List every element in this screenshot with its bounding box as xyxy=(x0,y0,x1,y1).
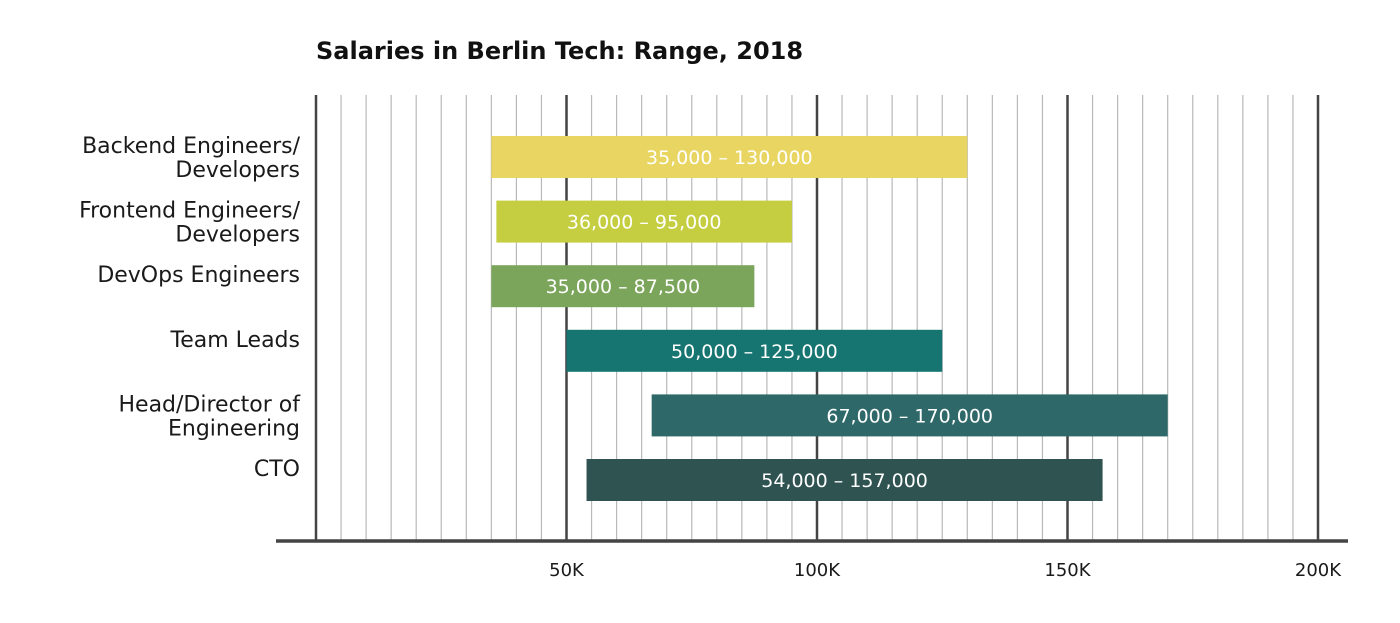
bar-value-label: 35,000 – 87,500 xyxy=(546,276,701,298)
range-bar xyxy=(496,200,792,243)
x-tick-label: 50K xyxy=(549,560,585,581)
bar-value-label: 35,000 – 130,000 xyxy=(646,147,813,169)
bar-value-label: 36,000 – 95,000 xyxy=(567,212,722,234)
range-bar xyxy=(651,394,1168,437)
range-bar xyxy=(491,136,968,178)
range-bar xyxy=(491,265,755,308)
chart-title: Salaries in Berlin Tech: Range, 2018 xyxy=(316,37,803,65)
bar-value-label: 50,000 – 125,000 xyxy=(671,341,838,363)
range-bar xyxy=(586,459,1103,501)
x-tick-label: 150K xyxy=(1044,560,1091,581)
category-label: Frontend Engineers/Developers xyxy=(79,199,301,248)
x-tick-label: 100K xyxy=(794,560,841,581)
category-label: DevOps Engineers xyxy=(97,263,300,288)
category-label: Head/Director of Engineering xyxy=(118,392,301,441)
bar-value-label: 67,000 – 170,000 xyxy=(826,405,993,427)
category-labels: Backend Engineers/Developers Frontend Eng… xyxy=(79,134,301,482)
range-bar xyxy=(566,329,943,372)
axes: 50K 100K 150K 200K xyxy=(276,539,1348,581)
category-label: Backend Engineers/Developers xyxy=(82,134,301,183)
bars: 35,000 – 130,000 36,000 – 95,000 35,000 – … xyxy=(491,136,1168,501)
category-label: Team Leads xyxy=(170,328,300,353)
x-tick-label: 200K xyxy=(1295,560,1342,581)
bar-value-label: 54,000 – 157,000 xyxy=(761,470,928,492)
category-label: CTO xyxy=(254,457,300,482)
